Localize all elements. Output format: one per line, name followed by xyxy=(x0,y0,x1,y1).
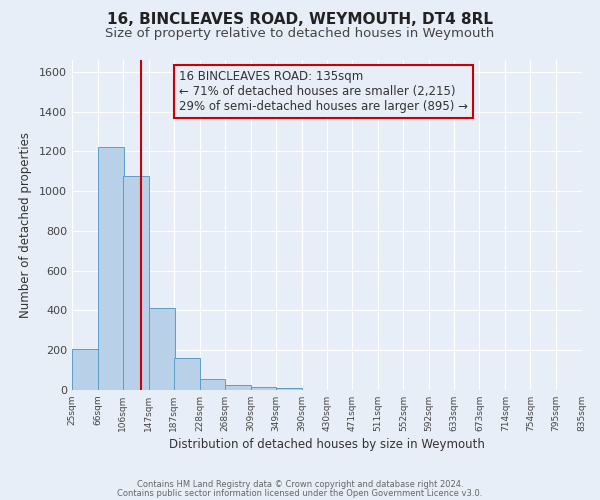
Bar xyxy=(98,148,124,390)
Bar xyxy=(251,387,277,390)
Text: Contains HM Land Registry data © Crown copyright and database right 2024.: Contains HM Land Registry data © Crown c… xyxy=(137,480,463,489)
Bar xyxy=(149,308,175,390)
Text: 16 BINCLEAVES ROAD: 135sqm
← 71% of detached houses are smaller (2,215)
29% of s: 16 BINCLEAVES ROAD: 135sqm ← 71% of deta… xyxy=(179,70,468,113)
Bar xyxy=(123,176,149,390)
X-axis label: Distribution of detached houses by size in Weymouth: Distribution of detached houses by size … xyxy=(169,438,485,451)
Bar xyxy=(276,388,302,390)
Text: Size of property relative to detached houses in Weymouth: Size of property relative to detached ho… xyxy=(106,28,494,40)
Text: 16, BINCLEAVES ROAD, WEYMOUTH, DT4 8RL: 16, BINCLEAVES ROAD, WEYMOUTH, DT4 8RL xyxy=(107,12,493,28)
Bar xyxy=(200,378,226,390)
Bar xyxy=(174,358,200,390)
Y-axis label: Number of detached properties: Number of detached properties xyxy=(19,132,32,318)
Text: Contains public sector information licensed under the Open Government Licence v3: Contains public sector information licen… xyxy=(118,489,482,498)
Bar xyxy=(225,384,251,390)
Bar xyxy=(72,349,98,390)
